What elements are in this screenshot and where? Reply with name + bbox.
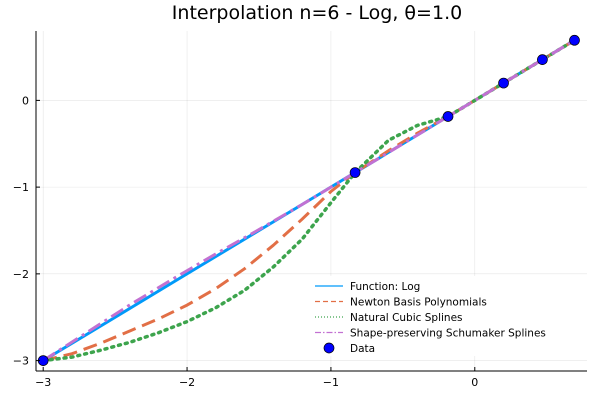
y-tick-label: 0	[22, 94, 29, 107]
legend-label: Shape-preserving Schumaker Splines	[350, 328, 546, 340]
x-tick-label: −2	[179, 376, 195, 389]
series-layer	[37, 34, 580, 366]
data-point	[442, 111, 454, 122]
data-point	[569, 34, 580, 46]
grid	[36, 31, 587, 371]
series-line	[41, 38, 577, 363]
data-point	[498, 77, 509, 89]
legend-swatch	[323, 342, 335, 354]
y-tick-label: −1	[13, 181, 29, 194]
y-tick-label: −2	[13, 268, 29, 281]
axes: −3 −2 −1 0 −3 −2 −1 0	[13, 31, 587, 389]
legend-label: Data	[350, 343, 375, 355]
x-tick-label: −3	[35, 376, 51, 389]
x-tick-label: 0	[471, 376, 478, 389]
legend-label: Natural Cubic Splines	[350, 312, 463, 324]
data-point	[537, 54, 548, 65]
data-point	[349, 167, 361, 178]
legend-label: Newton Basis Polynomials	[350, 297, 487, 309]
legend: Function: Log Newton Basis Polynomials Nat…	[303, 276, 583, 356]
y-tick-label: −3	[13, 355, 29, 368]
legend-box	[303, 276, 583, 356]
legend-label: Function: Log	[350, 281, 420, 293]
x-tick-label: −1	[323, 376, 339, 389]
series-line	[42, 39, 576, 362]
chart-title: Interpolation n=6 - Log, θ=1.0	[172, 2, 462, 24]
